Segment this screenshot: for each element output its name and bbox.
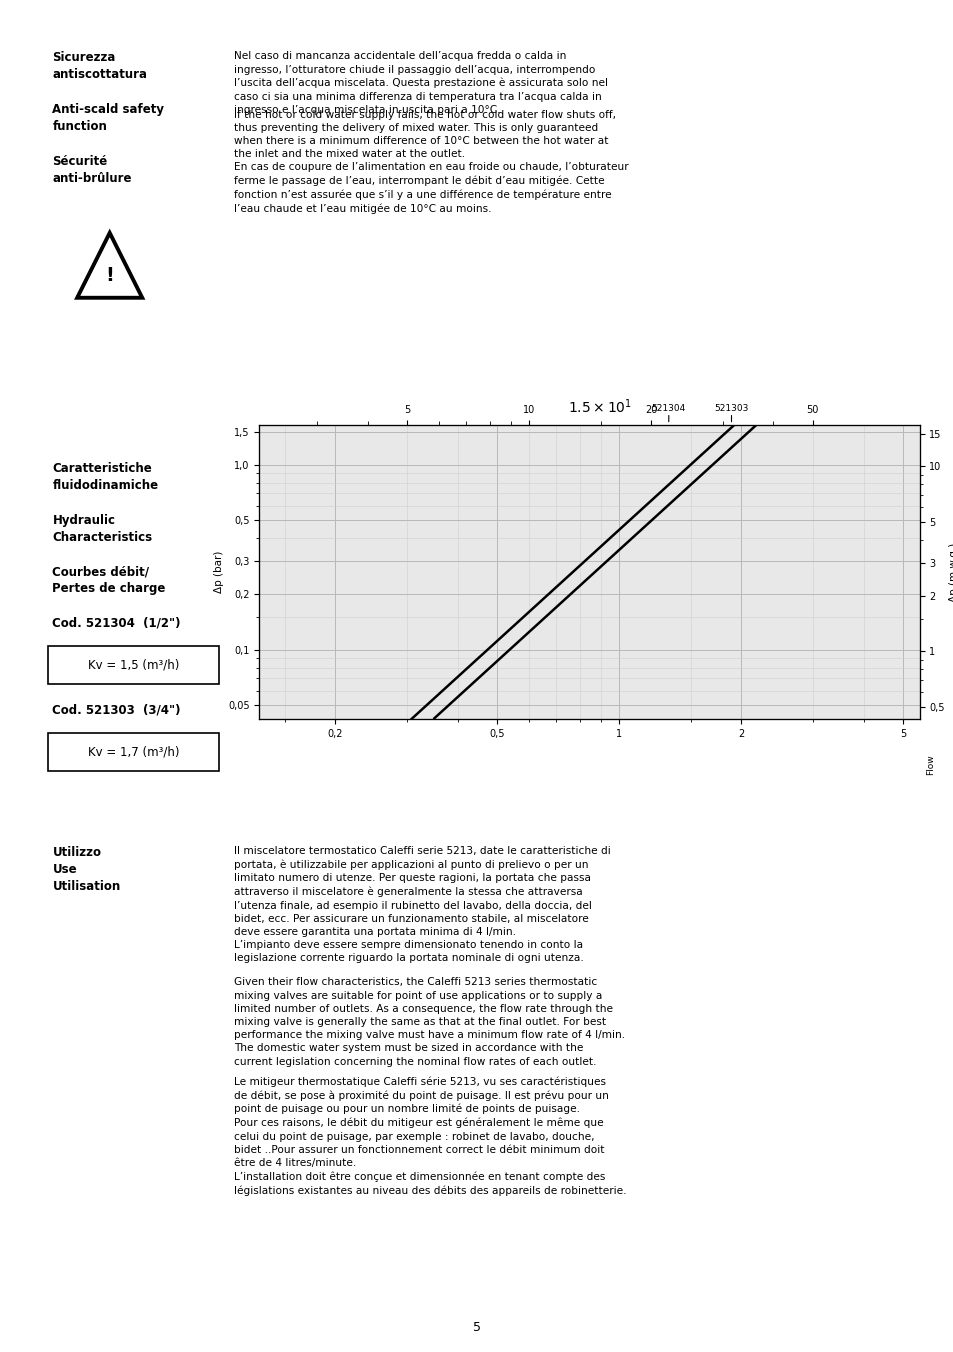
Text: 521303: 521303 bbox=[714, 404, 748, 412]
Text: Given their flow characteristics, the Caleffi 5213 series thermostatic
mixing va: Given their flow characteristics, the Ca… bbox=[233, 977, 624, 1067]
Text: Cod. 521304  (1/2"): Cod. 521304 (1/2") bbox=[52, 617, 181, 630]
Text: Courbes débit/
Pertes de charge: Courbes débit/ Pertes de charge bbox=[52, 565, 166, 595]
Text: Flow: Flow bbox=[925, 754, 934, 775]
Text: Utilizzo
Use
Utilisation: Utilizzo Use Utilisation bbox=[52, 846, 121, 894]
Text: En cas de coupure de l’alimentation en eau froide ou chaude, l’obturateur
ferme : En cas de coupure de l’alimentation en e… bbox=[233, 162, 628, 214]
Y-axis label: Δp (bar): Δp (bar) bbox=[213, 550, 224, 594]
Text: Il miscelatore termostatico Caleffi serie 5213, date le caratteristiche di
porta: Il miscelatore termostatico Caleffi seri… bbox=[233, 846, 610, 964]
Text: Sicurezza
antiscottatura: Sicurezza antiscottatura bbox=[52, 51, 148, 81]
Text: Anti-scald safety
function: Anti-scald safety function bbox=[52, 103, 164, 132]
Text: Kv = 1,5 (m³/h): Kv = 1,5 (m³/h) bbox=[88, 658, 179, 672]
Text: Hydraulic
Characteristics: Hydraulic Characteristics bbox=[52, 514, 152, 544]
Text: Caratteristiche
fluidodinamiche: Caratteristiche fluidodinamiche bbox=[52, 462, 158, 492]
Text: Nel caso di mancanza accidentale dell’acqua fredda o calda in
ingresso, l’ottura: Nel caso di mancanza accidentale dell’ac… bbox=[233, 51, 607, 115]
Text: 5: 5 bbox=[473, 1321, 480, 1334]
Y-axis label: Δp (m w.g.): Δp (m w.g.) bbox=[948, 542, 953, 602]
Text: 521304: 521304 bbox=[651, 404, 685, 412]
Text: !: ! bbox=[105, 266, 114, 285]
Text: Kv = 1,7 (m³/h): Kv = 1,7 (m³/h) bbox=[88, 745, 179, 758]
Text: If the hot or cold water supply fails, the hot or cold water flow shuts off,
thu: If the hot or cold water supply fails, t… bbox=[233, 110, 615, 160]
Text: Cod. 521303  (3/4"): Cod. 521303 (3/4") bbox=[52, 703, 181, 717]
Text: Sécurité
anti-brûlure: Sécurité anti-brûlure bbox=[52, 155, 132, 185]
Text: Le mitigeur thermostatique Caleffi série 5213, vu ses caractéristiques
de débit,: Le mitigeur thermostatique Caleffi série… bbox=[233, 1076, 625, 1195]
